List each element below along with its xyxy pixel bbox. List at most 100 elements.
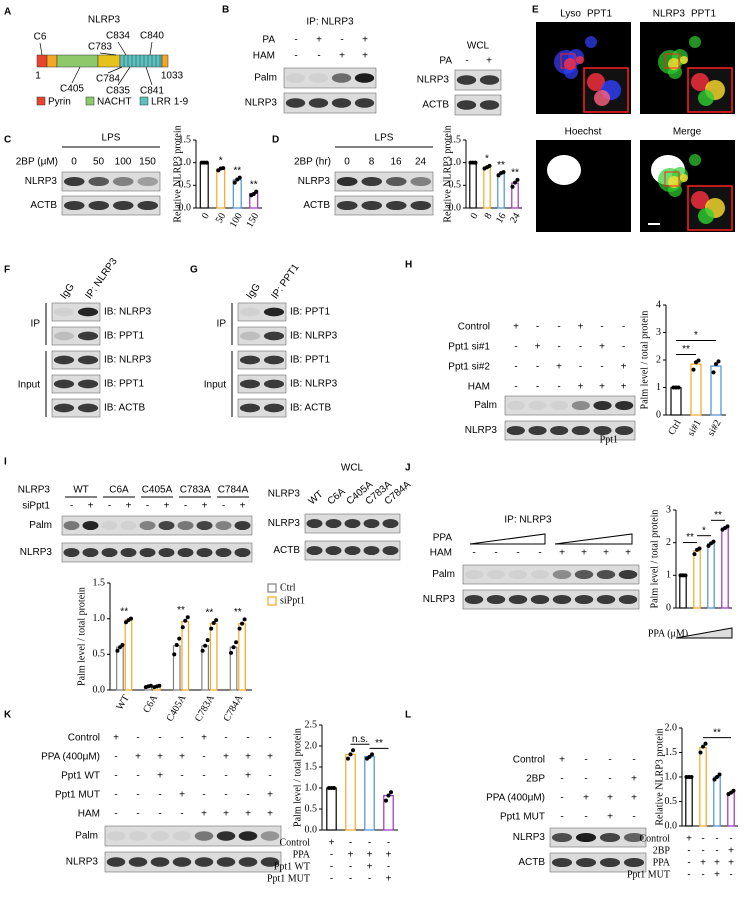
band — [550, 425, 569, 436]
legend-label: Ctrl — [280, 582, 296, 593]
band — [82, 547, 99, 558]
panel-letter: K — [4, 710, 12, 721]
y-tick-label: 4 — [656, 299, 661, 310]
data-point — [683, 573, 688, 578]
site-line — [107, 66, 123, 74]
lane-label: 150 — [139, 157, 156, 168]
x-tick-label: 100 — [228, 211, 245, 229]
x-table-sign: + — [386, 874, 392, 885]
significance: * — [219, 156, 223, 167]
band — [177, 547, 194, 558]
data-point — [120, 643, 125, 648]
image-label: NLRP3 — [653, 9, 686, 20]
x-table-label: Ppt1 MUT — [267, 873, 310, 884]
y-axis-label: Relative NLRP3 protein — [654, 728, 665, 825]
y-tick-label: 1.0 — [449, 157, 462, 168]
blot — [504, 420, 636, 441]
data-point — [725, 524, 730, 529]
roi-box — [560, 53, 576, 69]
blot — [104, 825, 282, 847]
domain — [97, 54, 121, 68]
blot-label: ACTB — [273, 545, 300, 556]
band — [139, 520, 156, 531]
legend-label: Pyrin — [48, 97, 71, 108]
blot-label: IB: ACTB — [104, 403, 145, 414]
band — [506, 400, 525, 411]
inset-signal — [698, 208, 714, 224]
band — [77, 403, 99, 413]
data-point — [237, 626, 242, 631]
x-table-label: Control — [279, 837, 310, 848]
data-point — [696, 358, 701, 363]
blot-label: IB: NLRP3 — [104, 307, 152, 318]
sign: + — [223, 752, 229, 763]
y-tick-label: 2.0 — [305, 740, 318, 751]
sign: - — [136, 771, 139, 782]
sign: + — [245, 809, 251, 820]
y-tick-label: 0.0 — [305, 824, 318, 835]
sign: - — [579, 342, 582, 353]
sign: - — [158, 809, 161, 820]
sign: - — [516, 548, 519, 559]
site-line — [99, 52, 117, 56]
data-point — [698, 750, 703, 755]
lane-label: IP: PPT1 — [270, 262, 302, 301]
sign: + — [581, 548, 587, 559]
band — [53, 307, 75, 317]
x-table-sign: + — [728, 846, 734, 857]
bar — [469, 162, 477, 209]
band — [486, 569, 506, 580]
band — [385, 200, 407, 211]
blot — [61, 171, 161, 192]
blot-label: NLRP3 — [66, 857, 99, 868]
band — [263, 403, 285, 413]
x-table-sign: + — [348, 850, 354, 861]
site-label: C783 — [88, 42, 112, 53]
data-point — [487, 163, 492, 168]
band — [238, 857, 258, 867]
x-tick-label: C405A — [165, 692, 189, 723]
sign: + — [245, 752, 251, 763]
sign: - — [114, 790, 117, 801]
sign: + — [164, 501, 170, 512]
sign: - — [584, 755, 587, 766]
band — [158, 520, 175, 531]
blot-label: IB: NLRP3 — [290, 331, 338, 342]
band — [260, 831, 280, 841]
row-label: PPA — [433, 533, 453, 544]
data-point — [501, 170, 506, 175]
band — [571, 425, 590, 436]
sign: - — [294, 35, 297, 46]
sign: - — [340, 35, 343, 46]
sign: - — [632, 755, 635, 766]
group-label: Input — [204, 380, 226, 391]
sign: - — [536, 322, 539, 333]
seq-end: 1033 — [161, 71, 184, 82]
band — [508, 569, 528, 580]
band — [238, 831, 258, 841]
y-tick-label: 3 — [666, 504, 671, 515]
site-label: C834 — [106, 31, 130, 42]
sign: - — [158, 733, 161, 744]
blot — [237, 374, 287, 394]
band — [177, 520, 194, 531]
blot-label: NLRP3 — [513, 832, 546, 843]
sign: - — [202, 790, 205, 801]
blot — [51, 398, 101, 418]
y-tick-label: 0.5 — [93, 649, 106, 660]
group-label: IP — [217, 319, 227, 330]
blot — [237, 350, 287, 370]
band — [596, 569, 616, 580]
band — [336, 176, 358, 187]
band — [596, 594, 616, 605]
sign: + — [267, 790, 273, 801]
x-table-sign: + — [329, 838, 335, 849]
band — [361, 200, 383, 211]
bar — [497, 172, 505, 209]
blot — [51, 302, 101, 322]
y-tick-label: 0.0 — [93, 684, 106, 695]
band — [464, 569, 484, 580]
y-tick-label: 0.5 — [305, 803, 318, 814]
y-tick-label: 2 — [666, 537, 671, 548]
x-tick-label: Ctrl — [666, 418, 683, 437]
